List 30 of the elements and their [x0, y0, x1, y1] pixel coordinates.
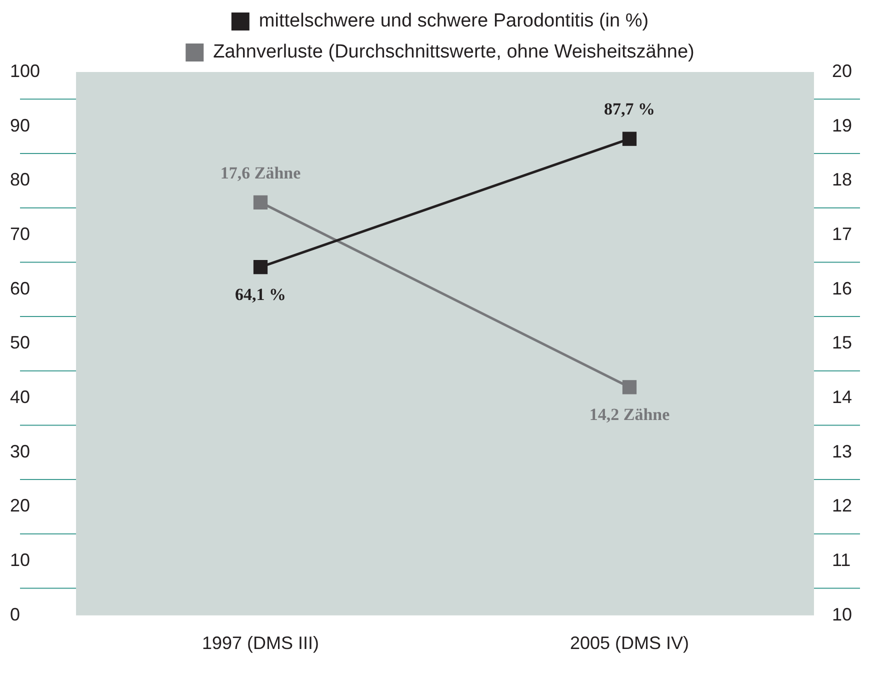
y2-tick-label: 20 [832, 60, 852, 81]
y-tick-label: 90 [10, 115, 30, 136]
y2-tick-label: 15 [832, 332, 852, 353]
x-tick-label: 1997 (DMS III) [202, 633, 320, 654]
data-label: 64,1 % [235, 284, 286, 304]
y-tick-label: 80 [10, 170, 30, 190]
y-tick-label: 0 [10, 604, 20, 624]
y2-tick-label: 17 [832, 224, 852, 244]
y-tick-label: 20 [10, 496, 30, 516]
y-tick-label: 10 [10, 550, 30, 570]
y2-tick-label: 10 [832, 604, 852, 624]
y2-tick-label: 12 [832, 496, 852, 516]
y-tick-label: 40 [10, 387, 30, 408]
y2-tick-label: 14 [832, 387, 852, 408]
y2-tick-label: 18 [832, 170, 852, 190]
data-label: 87,7 % [604, 100, 655, 119]
data-label: 14,2 Zähne [589, 405, 670, 424]
y-tick-label: 70 [10, 224, 30, 244]
legend-label: Zahnverluste (Durchschnittswerte, ohne Weisheitszähne) [213, 42, 694, 63]
legend-label: mittelschwere und schwere Parodontitis (in %) [258, 10, 649, 32]
y2-tick-label: 16 [832, 278, 852, 298]
y2-tick-label: 19 [832, 115, 852, 136]
y-tick-label: 30 [10, 441, 30, 462]
data-label: 17,6 Zähne [220, 163, 302, 182]
y-tick-label: 100 [10, 60, 40, 81]
y2-tick-label: 11 [832, 550, 851, 570]
y-tick-label: 60 [10, 278, 30, 298]
x-tick-label: 2005 (DMS IV) [570, 633, 690, 654]
y-tick-label: 50 [10, 332, 30, 353]
y2-tick-label: 13 [832, 441, 852, 462]
